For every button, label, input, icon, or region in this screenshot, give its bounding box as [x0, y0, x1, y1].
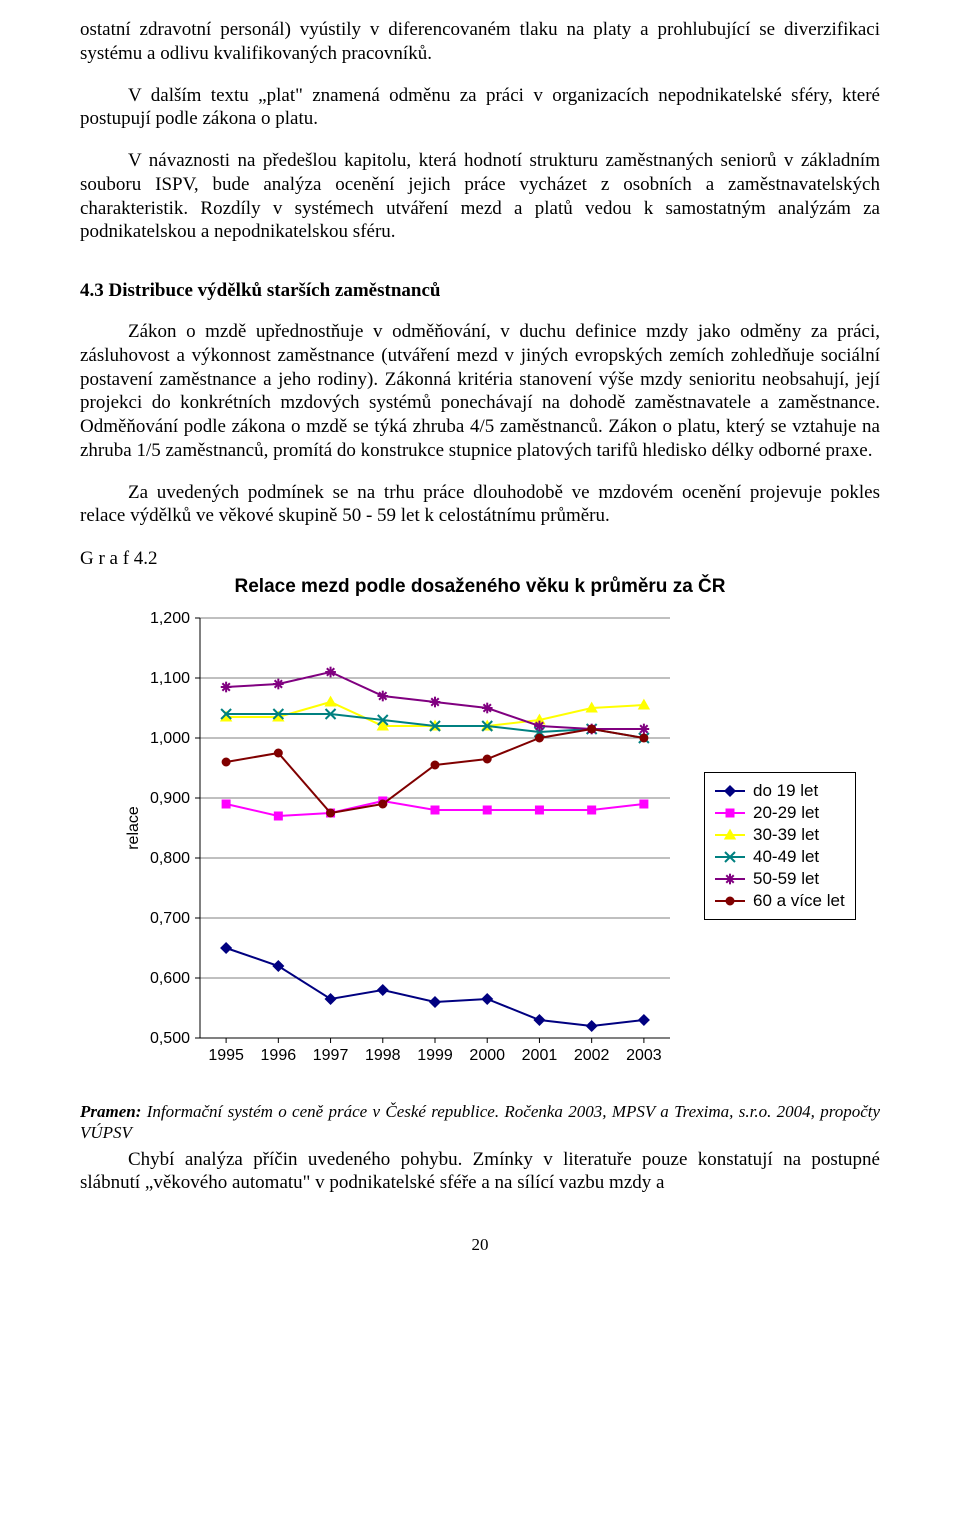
- svg-text:2003: 2003: [626, 1047, 662, 1064]
- svg-text:2001: 2001: [522, 1047, 558, 1064]
- svg-text:1,200: 1,200: [150, 610, 190, 627]
- svg-text:1995: 1995: [208, 1047, 244, 1064]
- paragraph-3: V návaznosti na předešlou kapitolu, kter…: [80, 149, 880, 244]
- svg-text:2002: 2002: [574, 1047, 610, 1064]
- legend-swatch: [715, 806, 745, 820]
- legend-item: 50-59 let: [715, 869, 845, 889]
- legend-swatch: [715, 872, 745, 886]
- section-heading: 4.3 Distribuce výdělků starších zaměstna…: [80, 280, 880, 302]
- source-label: Pramen:: [80, 1102, 141, 1121]
- svg-text:1,100: 1,100: [150, 670, 190, 687]
- legend-label: do 19 let: [753, 781, 818, 801]
- svg-text:1998: 1998: [365, 1047, 401, 1064]
- legend-label: 60 a více let: [753, 891, 845, 911]
- legend-item: 40-49 let: [715, 847, 845, 867]
- legend-item: 60 a více let: [715, 891, 845, 911]
- chart-legend: do 19 let20-29 let30-39 let40-49 let50-5…: [704, 772, 856, 920]
- paragraph-1: ostatní zdravotní personál) vyústily v d…: [80, 18, 880, 66]
- paragraph-2: V dalším textu „plat" znamená odměnu za …: [80, 84, 880, 132]
- legend-label: 20-29 let: [753, 803, 819, 823]
- svg-text:0,600: 0,600: [150, 970, 190, 987]
- legend-item: 30-39 let: [715, 825, 845, 845]
- paragraph-4: Zákon o mzdě upřednostňuje v odměňování,…: [80, 320, 880, 463]
- svg-text:0,800: 0,800: [150, 850, 190, 867]
- paragraph-follow: Chybí analýza příčin uvedeného pohybu. Z…: [80, 1148, 880, 1196]
- chart-title: Relace mezd podle dosaženého věku k prům…: [80, 576, 880, 598]
- svg-text:1,000: 1,000: [150, 730, 190, 747]
- legend-swatch: [715, 784, 745, 798]
- legend-label: 40-49 let: [753, 847, 819, 867]
- legend-item: 20-29 let: [715, 803, 845, 823]
- chart-row: 0,500 0,600 0,700 0,800 0,900 1,000 1,100 1,200…: [120, 608, 880, 1083]
- source-text: Informační systém o ceně práce v České r…: [80, 1102, 880, 1142]
- page: ostatní zdravotní personál) vyústily v d…: [0, 0, 960, 1295]
- svg-text:2000: 2000: [469, 1047, 505, 1064]
- legend-swatch: [715, 894, 745, 908]
- svg-text:1997: 1997: [313, 1047, 349, 1064]
- graf-label: G r a f 4.2: [80, 548, 880, 570]
- legend-label: 30-39 let: [753, 825, 819, 845]
- paragraph-5: Za uvedených podmínek se na trhu práce d…: [80, 481, 880, 529]
- svg-text:relace: relace: [125, 806, 142, 850]
- legend-item: do 19 let: [715, 781, 845, 801]
- svg-text:1999: 1999: [417, 1047, 453, 1064]
- svg-text:0,500: 0,500: [150, 1030, 190, 1047]
- legend-label: 50-59 let: [753, 869, 819, 889]
- source-line: Pramen: Informační systém o ceně práce v…: [80, 1101, 880, 1144]
- svg-text:0,900: 0,900: [150, 790, 190, 807]
- legend-swatch: [715, 828, 745, 842]
- line-chart: 0,500 0,600 0,700 0,800 0,900 1,000 1,100 1,200…: [120, 608, 680, 1078]
- page-number: 20: [80, 1235, 880, 1255]
- legend-swatch: [715, 850, 745, 864]
- svg-text:1996: 1996: [261, 1047, 297, 1064]
- chart-box: 0,500 0,600 0,700 0,800 0,900 1,000 1,100 1,200…: [120, 608, 680, 1083]
- svg-text:0,700: 0,700: [150, 910, 190, 927]
